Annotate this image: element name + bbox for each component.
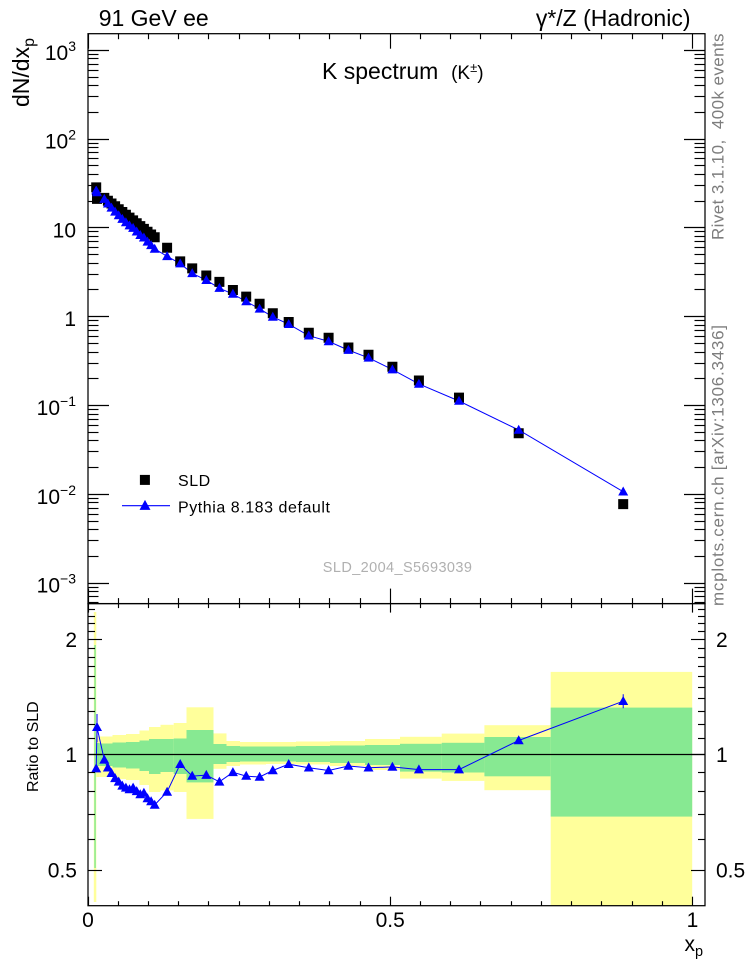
svg-text:1: 1 xyxy=(65,744,77,767)
svg-text:K spectrum (K±): K spectrum (K±) xyxy=(322,58,484,84)
svg-text:10: 10 xyxy=(53,219,76,242)
svg-text:SLD: SLD xyxy=(178,473,211,490)
svg-text:103: 103 xyxy=(45,38,76,65)
svg-text:102: 102 xyxy=(45,127,76,154)
svg-text:2: 2 xyxy=(65,629,77,652)
svg-text:10−1: 10−1 xyxy=(37,393,77,420)
svg-text:0.5: 0.5 xyxy=(716,859,745,882)
svg-text:1: 1 xyxy=(687,909,699,932)
svg-text:10−3: 10−3 xyxy=(37,571,77,598)
svg-text:mcplots.cern.ch [arXiv:1306.34: mcplots.cern.ch [arXiv:1306.3436] xyxy=(709,324,728,606)
svg-text:Ratio to SLD: Ratio to SLD xyxy=(25,701,42,792)
svg-text:0.5: 0.5 xyxy=(48,859,77,882)
svg-text:xp: xp xyxy=(685,933,704,960)
svg-text:0: 0 xyxy=(82,909,94,932)
svg-text:1: 1 xyxy=(716,744,728,767)
svg-text:1: 1 xyxy=(64,308,76,331)
svg-text:91 GeV ee: 91 GeV ee xyxy=(99,5,209,31)
svg-text:SLD_2004_S5693039: SLD_2004_S5693039 xyxy=(323,560,473,576)
svg-text:Pythia 8.183 default: Pythia 8.183 default xyxy=(178,500,330,517)
svg-text:2: 2 xyxy=(716,629,728,652)
svg-text:Rivet 3.1.10, 400k events: Rivet 3.1.10, 400k events xyxy=(709,33,728,240)
svg-text:dN/dxp: dN/dxp xyxy=(8,38,38,107)
svg-text:γ*/Z (Hadronic): γ*/Z (Hadronic) xyxy=(536,5,691,31)
svg-text:10−2: 10−2 xyxy=(37,482,77,509)
svg-text:0.5: 0.5 xyxy=(376,909,405,932)
